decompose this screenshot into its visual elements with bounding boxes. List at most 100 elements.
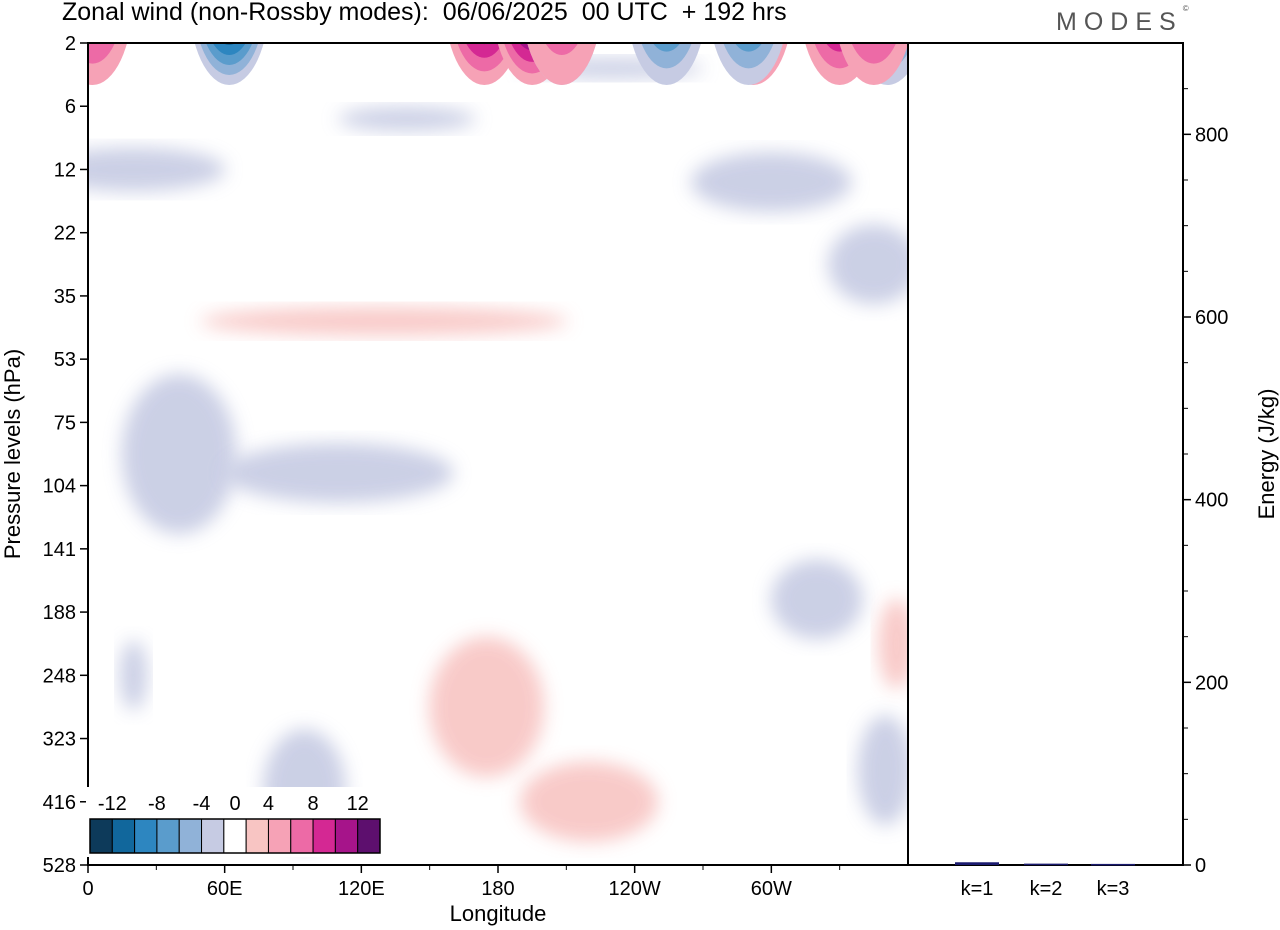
colorbar-swatch: [134, 818, 158, 854]
field-patch: [337, 106, 476, 131]
field-contour: [222, 43, 236, 45]
energy-category-label: k=1: [961, 878, 994, 900]
field-contour: [557, 43, 567, 45]
colorbar-label: -8: [148, 793, 166, 815]
colorbar-label: -12: [98, 793, 127, 815]
energy-tick-label: 200: [1195, 672, 1228, 694]
field-contour: [738, 0, 769, 30]
field-contour: [839, 43, 908, 85]
colorbar-swatch: [267, 818, 292, 854]
y-tick-label: 35: [54, 286, 76, 308]
colorbar-swatch: [312, 818, 336, 854]
colorbar-swatch: [223, 818, 247, 854]
y-tick-label: 416: [43, 792, 76, 814]
colorbar-label: -4: [193, 793, 211, 815]
field-contour: [527, 43, 597, 85]
energy-bar: [1024, 863, 1068, 866]
field-contour: [88, 43, 115, 64]
field-contour: [748, 43, 758, 45]
x-axis-label: Longitude: [450, 901, 547, 926]
field-patch: [857, 715, 908, 826]
y-tick-label: 528: [43, 855, 76, 877]
colorbar-label: 4: [263, 793, 274, 815]
field-contour: [212, 0, 247, 35]
energy-bars: k=1 k=2 k=3: [955, 862, 1135, 900]
energy-category-label: k=2: [1030, 878, 1063, 900]
field-contour: [216, 0, 242, 25]
field-feature: [839, 43, 908, 85]
y-tick-label: 75: [54, 412, 76, 434]
y-tick-label: 104: [43, 476, 76, 498]
colorbar-label: 12: [347, 793, 369, 815]
energy-panel-frame: [907, 42, 1184, 866]
field-contour: [822, 0, 857, 35]
x-tick-label: 120E: [338, 878, 385, 900]
energy-category-label: k=3: [1097, 878, 1130, 900]
y-axis-label: Pressure levels (hPa): [0, 349, 25, 559]
y-tick-label: 12: [54, 159, 76, 181]
colorbar-swatch: [290, 818, 314, 854]
field-patch: [200, 307, 569, 336]
energy-tick-label: 600: [1195, 307, 1228, 329]
field-contour: [72, 0, 113, 42]
x-tick-label: 60E: [207, 878, 243, 900]
field-patch: [429, 636, 545, 777]
colorbar: -12 -8 -4 0 4 8 12: [86, 787, 384, 857]
x-tick-label: 180: [481, 878, 514, 900]
field-contour: [641, 43, 692, 69]
colorbar-label: 8: [308, 793, 319, 815]
energy-y-axis: 0 200 400 600 800: [1183, 88, 1228, 877]
energy-tick-label: 0: [1195, 855, 1206, 877]
colorbar-swatch: [357, 818, 381, 854]
field-contour: [723, 43, 774, 69]
chart-title: Zonal wind (non-Rossby modes): 06/06/202…: [62, 0, 787, 26]
y-tick-label: 248: [43, 665, 76, 687]
field-contour: [734, 43, 763, 52]
field-patch: [770, 559, 863, 640]
field-feature: [714, 0, 784, 85]
y-axis: 2 6 12 22 35 53 75 104 141 188 248 323 416 528: [43, 33, 88, 877]
colorbar-label: 0: [229, 793, 240, 815]
colorbar-swatch: [89, 818, 113, 854]
field-patch: [88, 147, 226, 192]
x-tick-label: 60W: [751, 878, 792, 900]
x-tick-label: 0: [82, 878, 93, 900]
colorbar-swatch: [245, 818, 269, 854]
y-tick-label: 141: [43, 539, 76, 561]
y-tick-label: 188: [43, 602, 76, 624]
field-contour: [469, 0, 500, 30]
field-contour: [547, 0, 578, 30]
x-axis: 0 60E 120E 180 120W 60W: [82, 865, 841, 900]
field-patch: [121, 374, 237, 534]
colorbar-swatch: [111, 818, 136, 854]
field-contour: [513, 0, 551, 39]
y-tick-label: 6: [65, 96, 76, 118]
field-patch: [223, 442, 454, 503]
field-patch: [690, 152, 852, 213]
energy-tick-label: 400: [1195, 490, 1228, 512]
modes-logo-text: MODES: [1056, 8, 1183, 36]
colorbar-swatch: [178, 818, 203, 854]
field-contour: [545, 43, 579, 55]
energy-bar: [1091, 863, 1135, 866]
field-contour: [518, 0, 546, 27]
energy-tick-label: 800: [1195, 124, 1228, 146]
field-feature: [194, 0, 264, 85]
energy-bar: [955, 862, 999, 865]
field-feature: [527, 43, 597, 85]
energy-axis-label: Energy (J/kg): [1254, 389, 1279, 520]
colorbar-swatch: [156, 818, 180, 854]
x-tick-label: 120W: [609, 878, 661, 900]
field-feature: [72, 0, 128, 85]
field-patch: [119, 640, 148, 711]
field-contour: [652, 43, 681, 52]
heatmap-field: [72, 0, 908, 850]
modes-logo: MODES©: [1056, 4, 1189, 36]
field-contour: [851, 43, 897, 64]
colorbar-swatch: [201, 818, 225, 854]
field-contour: [212, 43, 246, 55]
y-tick-label: 323: [43, 729, 76, 751]
colorbar-swatch: [334, 818, 359, 854]
field-contour: [731, 0, 766, 35]
